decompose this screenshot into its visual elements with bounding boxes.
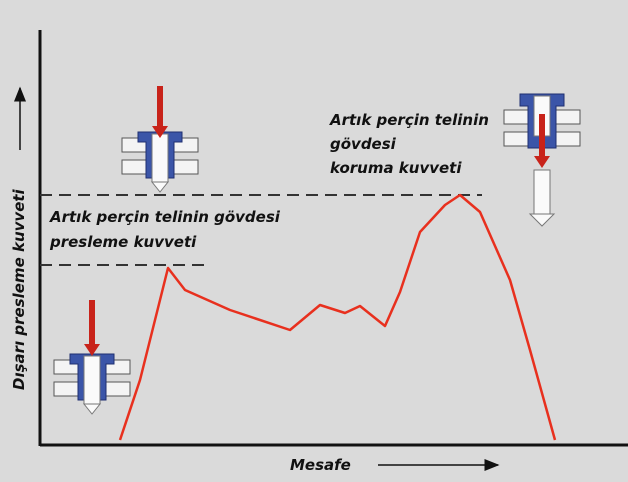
protect-label: gövdesi: [330, 135, 397, 153]
press-label: presleme kuvveti: [49, 233, 197, 251]
diagram: Artık perçin telinin gövdesi presleme ku…: [0, 0, 628, 482]
protect-label: Artık perçin telinin: [329, 111, 489, 129]
y-axis-label: Dışarı presleme kuvveti: [10, 188, 28, 390]
x-axis-label: Mesafe: [290, 456, 351, 474]
press-label: Artık perçin telinin gövdesi: [49, 208, 281, 226]
protect-label: koruma kuvveti: [330, 159, 462, 177]
